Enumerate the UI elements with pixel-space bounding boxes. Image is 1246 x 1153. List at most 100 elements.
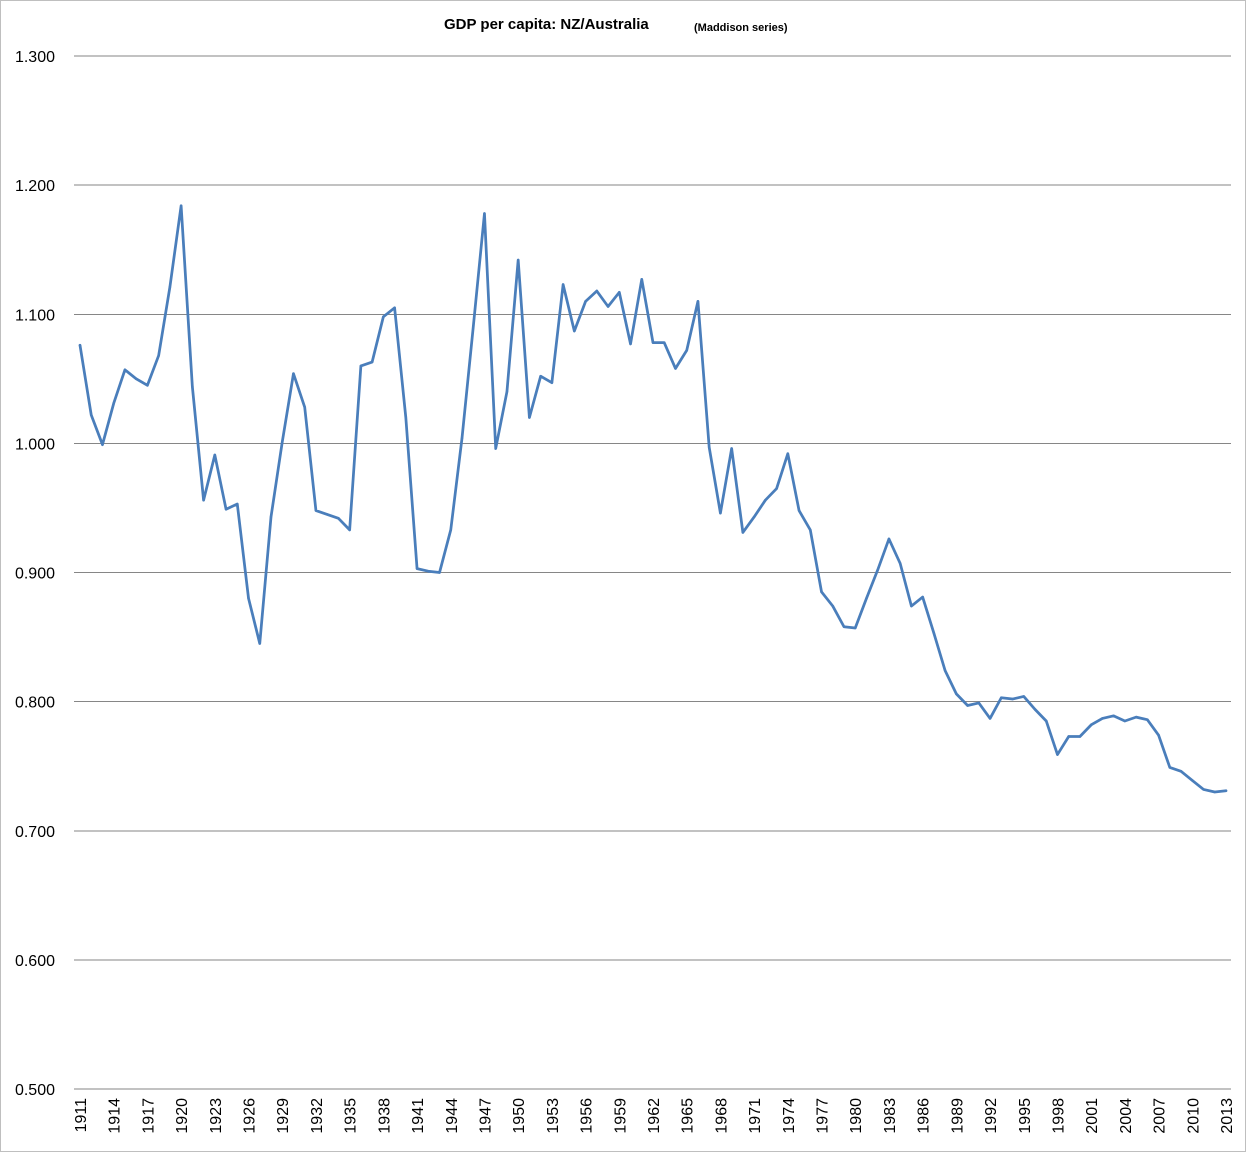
x-tick-label: 1938 bbox=[376, 1098, 393, 1134]
data-point bbox=[1067, 735, 1070, 738]
x-tick-label: 1983 bbox=[882, 1098, 899, 1134]
data-point bbox=[213, 453, 217, 457]
chart-subtitle: (Maddison series) bbox=[694, 22, 788, 34]
data-point bbox=[191, 385, 194, 388]
data-point bbox=[1168, 766, 1172, 769]
data-point bbox=[146, 384, 149, 387]
y-tick-label: 0.600 bbox=[15, 953, 55, 970]
x-tick-label: 1980 bbox=[848, 1098, 865, 1134]
data-point bbox=[775, 487, 778, 490]
x-tick-label: 1959 bbox=[612, 1098, 629, 1134]
data-point bbox=[505, 390, 509, 393]
data-point bbox=[168, 285, 172, 289]
x-tick-label: 1971 bbox=[747, 1098, 764, 1134]
data-point bbox=[943, 669, 947, 672]
data-point bbox=[561, 283, 565, 286]
data-point bbox=[977, 701, 981, 705]
x-tick-label: 1944 bbox=[444, 1098, 461, 1134]
x-tick-label: 1932 bbox=[309, 1098, 326, 1134]
gridlines bbox=[74, 55, 1231, 1090]
data-point bbox=[404, 416, 408, 419]
x-tick-label: 1950 bbox=[511, 1098, 528, 1134]
y-tick-label: 1.300 bbox=[15, 49, 55, 66]
data-point bbox=[921, 595, 924, 599]
x-tick-label: 1935 bbox=[343, 1098, 360, 1134]
data-point bbox=[1224, 789, 1228, 792]
data-point bbox=[370, 360, 374, 364]
data-point bbox=[1045, 719, 1048, 723]
data-point bbox=[78, 344, 82, 347]
data-point bbox=[1179, 770, 1183, 773]
data-point bbox=[797, 509, 801, 512]
data-point bbox=[573, 329, 576, 333]
y-tick-label: 0.500 bbox=[15, 1082, 55, 1099]
data-point bbox=[382, 315, 385, 319]
data-point bbox=[112, 402, 115, 405]
x-tick-label: 1911 bbox=[73, 1098, 90, 1133]
x-tick-label: 1926 bbox=[242, 1098, 259, 1134]
x-tick-label: 1923 bbox=[208, 1098, 225, 1134]
data-point bbox=[236, 502, 239, 506]
data-point bbox=[516, 258, 520, 262]
data-point bbox=[314, 509, 318, 512]
data-point bbox=[719, 511, 722, 515]
data-point bbox=[651, 341, 655, 344]
data-point bbox=[1000, 696, 1003, 699]
data-point bbox=[1033, 708, 1037, 711]
data-point bbox=[1078, 735, 1082, 738]
data-point bbox=[359, 364, 363, 368]
data-point bbox=[1134, 715, 1138, 719]
data-point bbox=[1011, 697, 1014, 701]
data-point bbox=[606, 305, 610, 308]
data-point bbox=[876, 568, 879, 572]
x-tick-label: 1998 bbox=[1050, 1098, 1067, 1134]
data-point bbox=[325, 513, 329, 516]
data-point bbox=[910, 604, 913, 608]
y-axis-ticks: 0.500 0.600 0.700 0.800 0.900 1.000 1.100 1.200… bbox=[15, 49, 55, 1099]
x-tick-label: 1965 bbox=[680, 1098, 697, 1134]
data-point bbox=[842, 625, 846, 628]
y-tick-label: 0.900 bbox=[15, 566, 55, 583]
data-point bbox=[854, 626, 857, 630]
x-tick-label: 1947 bbox=[477, 1098, 494, 1134]
y-tick-label: 1.100 bbox=[15, 307, 55, 324]
data-point bbox=[663, 341, 666, 344]
x-tick-label: 1992 bbox=[983, 1098, 1000, 1134]
data-point bbox=[584, 300, 587, 303]
data-point bbox=[101, 443, 104, 446]
data-point bbox=[123, 368, 127, 371]
y-tick-label: 0.800 bbox=[15, 695, 55, 712]
data-point bbox=[696, 300, 700, 303]
data-point bbox=[483, 212, 486, 215]
data-point bbox=[134, 377, 138, 381]
data-point bbox=[303, 406, 306, 409]
x-tick-label: 1962 bbox=[646, 1098, 663, 1134]
data-point bbox=[707, 446, 711, 449]
x-tick-label: 1920 bbox=[174, 1098, 191, 1134]
data-point bbox=[595, 289, 599, 293]
data-point bbox=[1101, 717, 1104, 720]
data-point bbox=[820, 590, 823, 594]
data-point bbox=[415, 567, 419, 570]
data-point bbox=[1112, 714, 1115, 718]
data-point bbox=[629, 342, 632, 346]
data-point bbox=[685, 349, 688, 352]
data-point bbox=[618, 291, 621, 294]
data-point bbox=[224, 508, 228, 511]
data-point bbox=[988, 717, 992, 720]
x-tick-label: 1914 bbox=[107, 1098, 124, 1134]
x-tick-label: 1968 bbox=[713, 1098, 730, 1134]
x-tick-label: 2010 bbox=[1185, 1098, 1202, 1134]
y-tick-label: 1.200 bbox=[15, 178, 55, 195]
data-point bbox=[966, 704, 969, 707]
y-tick-label: 0.700 bbox=[15, 824, 55, 841]
x-axis-ticks: 1911 1914 1917 1920 1923 1926 1929 1932 1935 1938… bbox=[73, 1098, 1236, 1134]
x-tick-label: 1953 bbox=[545, 1098, 562, 1134]
x-tick-label: 1917 bbox=[140, 1098, 157, 1134]
data-point bbox=[438, 571, 441, 574]
data-point bbox=[202, 498, 205, 502]
data-point bbox=[179, 204, 183, 207]
data-point bbox=[831, 604, 834, 608]
data-point bbox=[887, 537, 891, 541]
